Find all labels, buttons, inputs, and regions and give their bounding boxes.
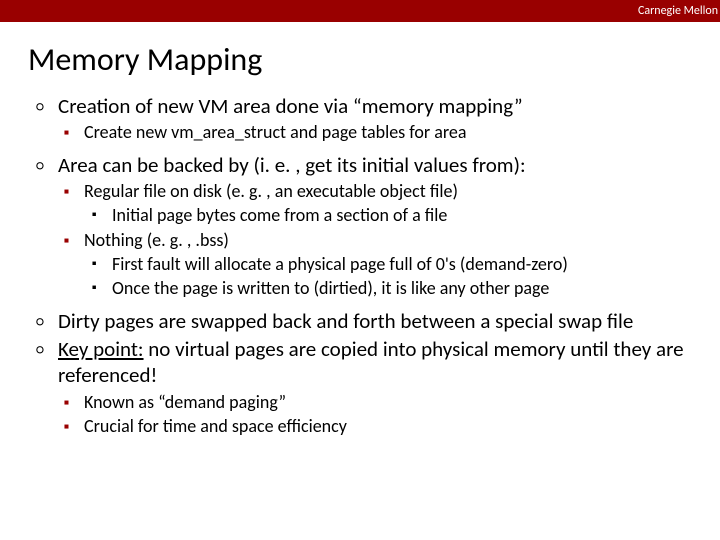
bullet-l2: ▪ Nothing (e. g. , .bss) <box>64 229 700 252</box>
bullet-text: Creation of new VM area done via “memory… <box>58 93 700 119</box>
bullet-l1: ○ Dirty pages are swapped back and forth… <box>36 308 700 334</box>
key-point-underline: Key point: <box>58 336 144 362</box>
circle-bullet-icon: ○ <box>36 336 58 359</box>
bullet-text: Dirty pages are swapped back and forth b… <box>58 308 700 334</box>
square-bullet-icon: ▪ <box>64 391 84 412</box>
bullet-l1: ○ Creation of new VM area done via “memo… <box>36 93 700 119</box>
key-point-rest: no virtual pages are copied into physica… <box>58 336 684 388</box>
circle-bullet-icon: ○ <box>36 308 58 331</box>
square-bullet-icon: ▪ <box>64 415 84 436</box>
slide-title: Memory Mapping <box>28 40 720 79</box>
bullet-l3: ▪ Initial page bytes come from a section… <box>92 204 700 227</box>
bullet-text: Nothing (e. g. , .bss) <box>84 229 700 252</box>
square-bullet-icon: ▪ <box>64 229 84 250</box>
bullet-text: Initial page bytes come from a section o… <box>112 204 700 227</box>
bullet-text: Area can be backed by (i. e. , get its i… <box>58 152 700 178</box>
bullet-l1: ○ Area can be backed by (i. e. , get its… <box>36 152 700 178</box>
bullet-text: Regular file on disk (e. g. , an executa… <box>84 180 700 203</box>
bullet-text: Key point: no virtual pages are copied i… <box>58 336 700 389</box>
bullet-l3: ▪ First fault will allocate a physical p… <box>92 253 700 276</box>
header-bar: Carnegie Mellon <box>0 0 720 22</box>
bullet-l2: ▪ Crucial for time and space efficiency <box>64 415 700 438</box>
bullet-l2: ▪ Regular file on disk (e. g. , an execu… <box>64 180 700 203</box>
square-bullet-icon: ▪ <box>92 277 112 297</box>
square-bullet-icon: ▪ <box>64 180 84 201</box>
bullet-text: Known as “demand paging” <box>84 391 700 414</box>
square-bullet-icon: ▪ <box>64 121 84 142</box>
bullet-text: Once the page is written to (dirtied), i… <box>112 277 700 300</box>
slide-content: ○ Creation of new VM area done via “memo… <box>36 93 700 438</box>
bullet-text: Crucial for time and space efficiency <box>84 415 700 438</box>
bullet-l2: ▪ Known as “demand paging” <box>64 391 700 414</box>
square-bullet-icon: ▪ <box>92 253 112 273</box>
bullet-text: First fault will allocate a physical pag… <box>112 253 700 276</box>
square-bullet-icon: ▪ <box>92 204 112 224</box>
circle-bullet-icon: ○ <box>36 152 58 175</box>
bullet-l2: ▪ Create new vm_area_struct and page tab… <box>64 121 700 144</box>
circle-bullet-icon: ○ <box>36 93 58 116</box>
bullet-text: Create new vm_area_struct and page table… <box>84 121 700 144</box>
bullet-l3: ▪ Once the page is written to (dirtied),… <box>92 277 700 300</box>
bullet-l1: ○ Key point: no virtual pages are copied… <box>36 336 700 389</box>
header-org: Carnegie Mellon <box>638 4 720 18</box>
